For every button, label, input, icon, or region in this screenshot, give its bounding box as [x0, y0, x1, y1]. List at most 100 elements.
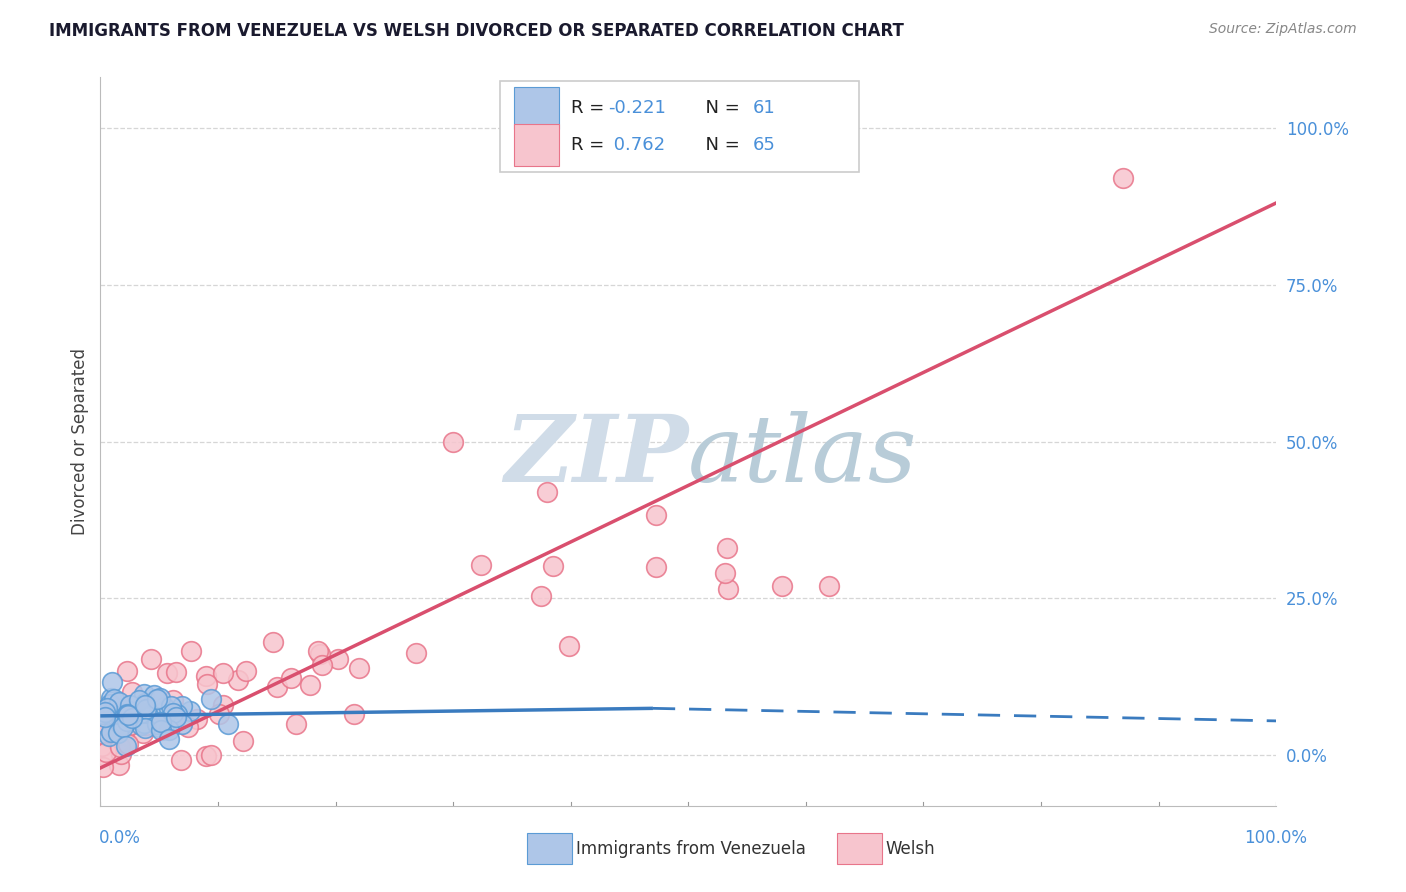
Point — [120, 698, 142, 712]
FancyBboxPatch shape — [515, 87, 560, 129]
Point — [149, 691, 172, 706]
Text: atlas: atlas — [688, 411, 918, 501]
Point — [285, 717, 308, 731]
Point — [226, 673, 249, 687]
Point — [716, 541, 738, 555]
Point — [148, 720, 170, 734]
Point — [91, 748, 114, 763]
Point — [139, 651, 162, 665]
Point — [98, 707, 121, 722]
Point — [118, 706, 141, 721]
Point — [195, 668, 218, 682]
Point — [165, 710, 187, 724]
Point — [180, 643, 202, 657]
Point — [212, 698, 235, 712]
Point — [121, 711, 143, 725]
Point — [328, 652, 350, 666]
Point — [200, 748, 222, 763]
Text: 100.0%: 100.0% — [1244, 830, 1308, 847]
Text: Source: ZipAtlas.com: Source: ZipAtlas.com — [1209, 22, 1357, 37]
Point — [132, 726, 155, 740]
Point — [217, 717, 239, 731]
Point — [131, 706, 153, 720]
Point — [311, 657, 333, 672]
Point — [441, 434, 464, 449]
Point — [194, 749, 217, 764]
Point — [108, 695, 131, 709]
Point — [150, 715, 173, 730]
Point — [146, 717, 169, 731]
Point — [117, 707, 139, 722]
Point — [170, 716, 193, 731]
Point — [90, 706, 112, 721]
Text: Immigrants from Venezuela: Immigrants from Venezuela — [576, 840, 806, 858]
Point — [115, 712, 138, 726]
Point — [162, 706, 184, 720]
Point — [121, 684, 143, 698]
Point — [186, 712, 208, 726]
Point — [134, 687, 156, 701]
Text: 65: 65 — [752, 136, 776, 154]
Point — [122, 707, 145, 722]
Point — [470, 558, 492, 572]
Text: Welsh: Welsh — [886, 840, 935, 858]
Point — [104, 709, 127, 723]
Point — [117, 708, 139, 723]
Point — [159, 716, 181, 731]
Point — [232, 734, 254, 748]
Point — [280, 671, 302, 685]
Text: R =: R = — [571, 136, 610, 154]
Point — [212, 665, 235, 680]
Point — [135, 703, 157, 717]
Text: IMMIGRANTS FROM VENEZUELA VS WELSH DIVORCED OR SEPARATED CORRELATION CHART: IMMIGRANTS FROM VENEZUELA VS WELSH DIVOR… — [49, 22, 904, 40]
Point — [115, 707, 138, 722]
Point — [94, 728, 117, 742]
Text: 61: 61 — [752, 99, 776, 117]
Point — [149, 723, 172, 737]
Text: N =: N = — [695, 136, 745, 154]
Point — [100, 690, 122, 705]
Point — [170, 754, 193, 768]
Point — [160, 699, 183, 714]
Text: 0.0%: 0.0% — [98, 830, 141, 847]
Point — [97, 730, 120, 744]
Point — [530, 589, 553, 603]
Point — [166, 706, 188, 721]
Point — [132, 715, 155, 730]
Point — [93, 706, 115, 720]
Point — [112, 720, 135, 734]
Point — [136, 706, 159, 720]
Point — [110, 747, 132, 762]
Point — [165, 665, 187, 679]
Point — [405, 646, 427, 660]
Text: -0.221: -0.221 — [609, 99, 666, 117]
Point — [536, 484, 558, 499]
Point — [155, 666, 177, 681]
Point — [200, 692, 222, 706]
Point — [157, 731, 180, 746]
Point — [93, 722, 115, 736]
Point — [110, 718, 132, 732]
Text: ZIP: ZIP — [503, 411, 688, 501]
Point — [135, 702, 157, 716]
Point — [100, 674, 122, 689]
Point — [307, 644, 329, 658]
Point — [98, 698, 121, 712]
Point — [1112, 170, 1135, 185]
Point — [343, 706, 366, 721]
Point — [107, 736, 129, 750]
Point — [153, 700, 176, 714]
Point — [235, 665, 257, 679]
Point — [118, 705, 141, 719]
Point — [120, 717, 142, 731]
Point — [714, 566, 737, 580]
Point — [541, 558, 564, 573]
Point — [266, 681, 288, 695]
Point — [262, 635, 284, 649]
Point — [162, 693, 184, 707]
Text: R =: R = — [571, 99, 610, 117]
Point — [170, 699, 193, 714]
Point — [110, 739, 132, 754]
Point — [117, 737, 139, 751]
FancyBboxPatch shape — [515, 124, 560, 166]
